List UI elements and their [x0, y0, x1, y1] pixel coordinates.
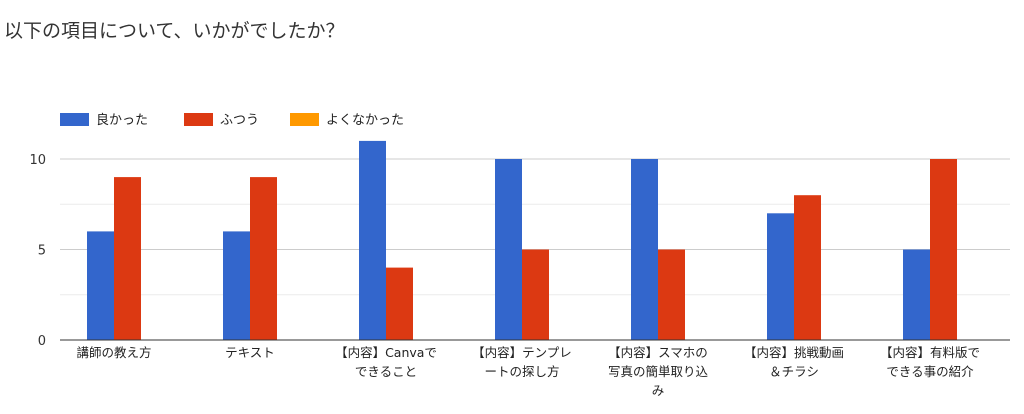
legend: 良かった ふつう よくなかった: [60, 112, 404, 128]
x-category-label: できる事の紹介: [886, 364, 974, 379]
x-category-label: 【内容】テンプレ: [472, 345, 572, 360]
x-category-label: み: [652, 383, 665, 398]
bar-normal: [250, 177, 277, 340]
bar-normal: [658, 249, 685, 340]
bars: [87, 140, 957, 340]
x-category-label: テキスト: [225, 345, 275, 360]
y-tick-label: 10: [29, 153, 46, 168]
x-category-label: 【内容】挑戦動画: [744, 345, 844, 360]
legend-label: ふつう: [220, 113, 259, 128]
bar-normal: [114, 177, 141, 340]
x-category-label: 講師の教え方: [76, 345, 151, 360]
bar-normal: [386, 267, 413, 340]
x-category-label: 【内容】Canvaで: [335, 345, 437, 360]
bar-good: [87, 231, 114, 340]
x-category-label: 【内容】有料版で: [880, 345, 980, 360]
legend-swatch: [60, 113, 89, 126]
bar-normal: [794, 195, 821, 340]
x-category-label: 【内容】スマホの: [608, 345, 708, 360]
bar-good: [903, 249, 930, 340]
bar-normal: [522, 249, 549, 340]
bar-good: [223, 231, 250, 340]
bar-good: [631, 159, 658, 340]
bar-good: [767, 213, 794, 340]
bar-good: [495, 159, 522, 340]
y-tick-label: 0: [38, 334, 46, 349]
bar-normal: [930, 159, 957, 340]
legend-label: よくなかった: [326, 113, 404, 128]
bar-good: [359, 140, 386, 340]
question-title: 以下の項目について、いかがでしたか？: [4, 20, 345, 42]
y-tick-label: 5: [38, 244, 46, 259]
x-category-label: ートの探し方: [484, 364, 559, 379]
x-category-label: ＆チラシ: [769, 364, 819, 379]
y-axis-ticks: 0 5 10: [29, 153, 46, 349]
legend-swatch: [184, 113, 213, 126]
legend-label: 良かった: [96, 112, 148, 128]
x-category-label: 写真の簡単取り込: [608, 364, 709, 379]
x-category-label: できること: [355, 364, 417, 379]
legend-swatch: [290, 113, 319, 126]
